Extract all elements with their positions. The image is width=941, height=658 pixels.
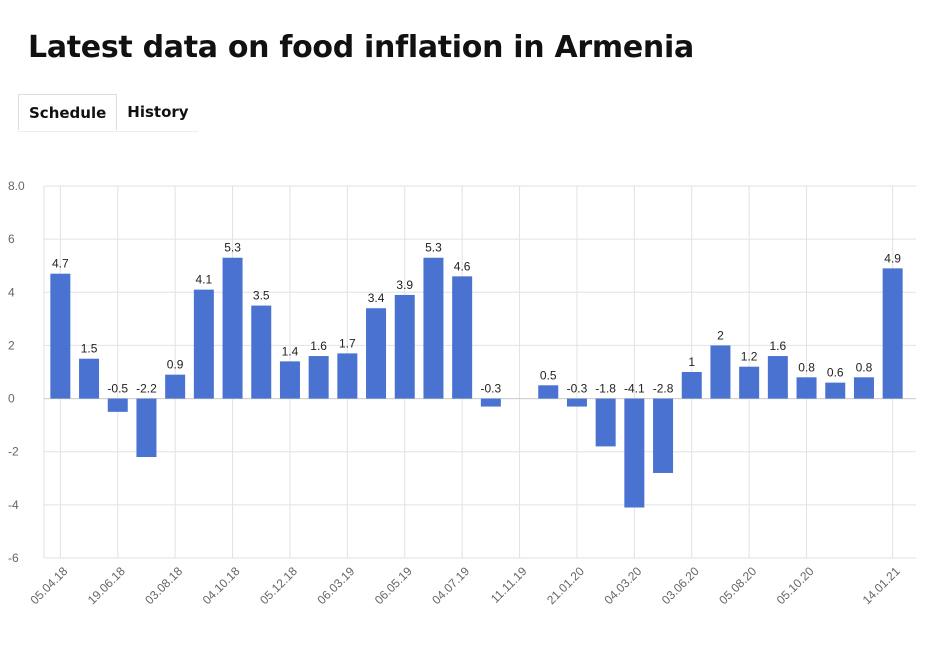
bar xyxy=(853,377,874,399)
page-title: Latest data on food inflation in Armenia xyxy=(28,30,694,65)
tab-schedule[interactable]: Schedule xyxy=(18,94,118,130)
bar xyxy=(423,257,444,399)
data-label: 0.8 xyxy=(856,360,873,374)
y-tick-label: 0 xyxy=(8,392,15,406)
data-label: 3.9 xyxy=(396,278,413,292)
data-label: -1.8 xyxy=(595,382,616,396)
y-tick-label: 2 xyxy=(8,338,15,352)
data-label: 1.6 xyxy=(310,339,327,353)
x-tick-label: 05.04.18 xyxy=(27,564,70,607)
tab-underline xyxy=(18,131,198,132)
data-label: 1.7 xyxy=(339,336,356,350)
bar xyxy=(251,305,272,399)
data-label: -4.1 xyxy=(624,382,645,396)
y-tick-label: 4 xyxy=(8,285,15,299)
y-tick-label: -2 xyxy=(8,445,19,459)
bar xyxy=(624,398,645,508)
y-tick-label: 8.0 xyxy=(8,179,25,193)
x-tick-label: 05.10.20 xyxy=(774,564,817,607)
bar xyxy=(710,345,731,399)
data-label: 4.6 xyxy=(454,259,471,273)
bar xyxy=(825,382,846,399)
data-label: 2 xyxy=(717,328,724,342)
x-tick-label: 19.06.18 xyxy=(85,564,128,607)
data-label: 0.5 xyxy=(540,368,557,382)
x-tick-label: 05.12.18 xyxy=(257,564,300,607)
x-tick-label: 14.01.21 xyxy=(860,564,903,607)
x-tick-label: 03.08.18 xyxy=(142,564,185,607)
bar xyxy=(50,273,71,399)
bar xyxy=(538,385,559,399)
data-label: 4.9 xyxy=(884,251,901,265)
data-label: 4.7 xyxy=(52,257,69,271)
bar xyxy=(882,268,903,399)
bar xyxy=(452,276,473,399)
bar xyxy=(279,361,300,399)
data-label: 1.6 xyxy=(770,339,787,353)
bar xyxy=(79,358,100,399)
data-label: -0.3 xyxy=(567,382,588,396)
bar xyxy=(136,398,157,458)
data-label: -2.2 xyxy=(136,382,157,396)
bar xyxy=(107,398,128,412)
bar xyxy=(337,353,358,399)
data-label: -0.3 xyxy=(481,382,502,396)
data-label: 1 xyxy=(688,355,695,369)
bar xyxy=(366,308,387,399)
x-tick-label: 11.11.19 xyxy=(488,564,530,606)
data-label: 3.5 xyxy=(253,289,270,303)
x-tick-label: 05.08.20 xyxy=(716,564,759,607)
bar xyxy=(480,398,501,407)
data-label: 5.3 xyxy=(224,241,241,255)
bar xyxy=(653,398,674,473)
x-tick-label: 21.01.20 xyxy=(544,564,587,607)
data-label: 1.5 xyxy=(81,342,98,356)
y-tick-label: 6 xyxy=(8,232,15,246)
bar xyxy=(595,398,616,447)
data-label: -0.5 xyxy=(107,382,128,396)
bar xyxy=(222,257,243,399)
bar xyxy=(193,289,214,399)
data-label: 0.9 xyxy=(167,358,184,372)
bar xyxy=(796,377,817,399)
bar xyxy=(681,372,702,399)
y-tick-label: -4 xyxy=(8,498,19,512)
tab-history[interactable]: History xyxy=(127,103,189,121)
x-tick-label: 03.06.20 xyxy=(659,564,702,607)
bar xyxy=(308,356,329,399)
data-label: 3.4 xyxy=(368,291,385,305)
x-tick-label: 06.05.19 xyxy=(372,564,415,607)
bar xyxy=(566,398,587,407)
x-tick-label: 06.03.19 xyxy=(314,564,357,607)
bar xyxy=(394,294,415,399)
data-label: 1.4 xyxy=(282,344,299,358)
data-label: 4.1 xyxy=(196,273,213,287)
bar xyxy=(165,374,186,399)
x-tick-label: 04.10.18 xyxy=(200,564,243,607)
x-tick-label: 04.07.19 xyxy=(429,564,472,607)
data-label: 0.6 xyxy=(827,366,844,380)
data-label: 5.3 xyxy=(425,241,442,255)
bar xyxy=(767,356,788,399)
x-tick-label: 04.03.20 xyxy=(601,564,644,607)
tab-bar: Schedule History xyxy=(18,94,199,130)
data-label: 0.8 xyxy=(798,360,815,374)
bar xyxy=(739,366,760,399)
data-label: -2.8 xyxy=(653,382,674,396)
data-label: 1.2 xyxy=(741,350,758,364)
y-tick-label: -6 xyxy=(8,551,19,565)
